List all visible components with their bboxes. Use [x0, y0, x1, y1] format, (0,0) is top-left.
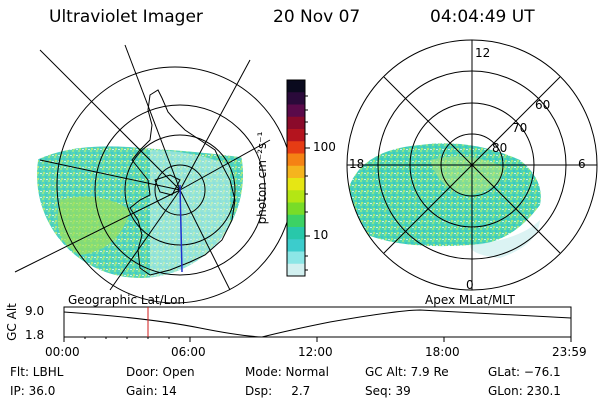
observation-date: 20 Nov 07: [273, 7, 361, 27]
colorbar-segment: [287, 190, 305, 203]
geo-track-line: [179, 184, 183, 273]
colorbar-segment: [287, 104, 305, 118]
colorbar-tick-100: 100: [313, 140, 336, 154]
colorbar-segment: [287, 165, 305, 179]
time-tick-1200: 12:00: [298, 345, 333, 359]
glat-info: GLat: −76.1: [488, 365, 561, 379]
dsp-info: Dsp: 2.7: [245, 384, 311, 398]
mag-panel-caption: Apex MLat/MLT: [425, 293, 515, 307]
colorbar-segment: [287, 263, 305, 277]
door-info: Door: Open: [126, 365, 195, 379]
geo-panel-caption: Geographic Lat/Lon: [68, 293, 186, 307]
magnetic-polar-plot: [346, 39, 598, 291]
colorbar-segment: [287, 129, 305, 142]
time-tick-0000: 00:00: [45, 345, 80, 359]
colorbar-segment: [287, 178, 305, 191]
sequence-info: Seq: 39: [365, 384, 411, 398]
altitude-plot: [63, 306, 572, 342]
gain-info: Gain: 14: [126, 384, 177, 398]
colorbar-segment: [287, 251, 305, 265]
colorbar: [286, 79, 310, 277]
altitude-ytick-9: 9.0: [25, 304, 45, 318]
mlt-label-18: 18: [349, 157, 365, 171]
colorbar-segment: [287, 227, 305, 240]
altitude-ylabel: GC Alt: [5, 303, 19, 341]
mlat-label-60: 60: [535, 98, 551, 112]
glon-info: GLon: 230.1: [488, 384, 561, 398]
colorbar-segment: [287, 214, 305, 228]
gc-altitude-info: GC Alt: 7.9 Re: [365, 365, 449, 379]
colorbar-segment: [287, 92, 305, 105]
colorbar-segment: [287, 202, 305, 216]
time-tick-0600: 06:00: [171, 345, 206, 359]
instrument-title: Ultraviolet Imager: [49, 7, 203, 27]
colorbar-segment: [287, 239, 305, 252]
mlt-label-0: 0: [466, 278, 474, 292]
mlat-label-80: 80: [492, 141, 508, 155]
colorbar-segment: [287, 80, 305, 93]
altitude-curve: [63, 309, 572, 338]
colorbar-segment: [287, 116, 305, 130]
mlt-label-6: 6: [578, 157, 586, 171]
colorbar-segment: [287, 141, 305, 154]
time-tick-1800: 18:00: [425, 345, 460, 359]
mlat-label-70: 70: [512, 121, 528, 135]
colorbar-tick-10: 10: [313, 228, 329, 242]
colorbar-segment: [287, 153, 305, 167]
filter-info: Flt: LBHL: [10, 365, 64, 379]
mode-info: Mode: Normal: [245, 365, 329, 379]
time-tick-2359: 23:59: [552, 345, 587, 359]
altitude-ytick-1-8: 1.8: [25, 328, 45, 342]
mlt-label-12: 12: [475, 46, 491, 60]
colorbar-gradient: [287, 80, 305, 277]
geographic-map: [14, 44, 294, 304]
observation-time: 04:04:49 UT: [430, 7, 535, 27]
colorbar-unit-label: photon cm⁻²s⁻¹: [255, 131, 269, 225]
ip-info: IP: 36.0: [10, 384, 56, 398]
